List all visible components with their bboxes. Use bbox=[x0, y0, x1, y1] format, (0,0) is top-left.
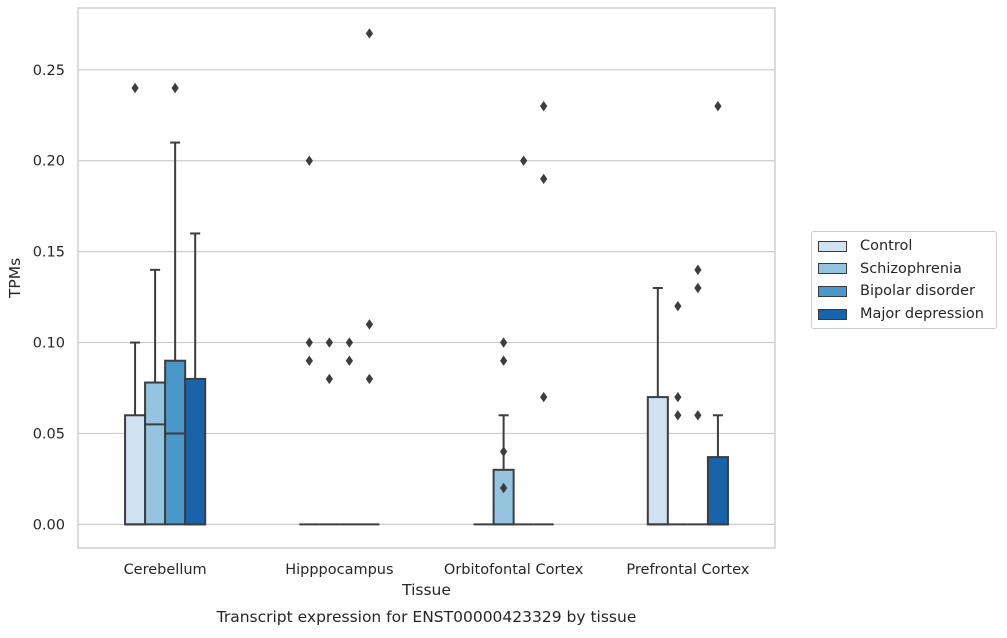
y-tick-label: 0.25 bbox=[33, 63, 65, 79]
box-orbitofontal-cortex-major-depression bbox=[533, 100, 554, 526]
plot-frame bbox=[77, 7, 776, 549]
legend-label-control: Control bbox=[860, 238, 913, 255]
x-tick-label: Cerebellum bbox=[124, 562, 207, 578]
legend-label-schizophrenia: Schizophrenia bbox=[860, 260, 962, 277]
box-hipppocampus-control bbox=[299, 155, 320, 526]
box-prefrontal-cortex-major-depression bbox=[706, 100, 729, 526]
outlier-point bbox=[325, 337, 333, 348]
box-body bbox=[184, 377, 207, 526]
legend-label-major-depression: Major depression bbox=[860, 306, 984, 323]
legend-item-schizophrenia: Schizophrenia bbox=[812, 258, 996, 281]
outlier-point bbox=[131, 82, 139, 94]
outlier-point bbox=[540, 391, 548, 403]
box-cerebellum-bipolar-disorder bbox=[164, 82, 187, 526]
outlier-point bbox=[325, 373, 333, 385]
legend-swatch-major-depression bbox=[818, 308, 847, 320]
outlier-point bbox=[674, 300, 682, 312]
outlier-point bbox=[540, 173, 548, 185]
legend-label-bipolar-disorder: Bipolar disorder bbox=[860, 283, 975, 300]
outlier-point bbox=[520, 155, 528, 166]
box-body bbox=[492, 468, 515, 526]
box-body bbox=[706, 456, 729, 526]
legend-swatch-schizophrenia bbox=[818, 263, 847, 275]
box-cerebellum-schizophrenia bbox=[144, 268, 167, 526]
box-body bbox=[124, 414, 147, 526]
y-axis-label: TPMs bbox=[6, 258, 24, 299]
box-orbitofontal-cortex-schizophrenia bbox=[492, 337, 515, 526]
outlier-point bbox=[674, 410, 682, 421]
outlier-point bbox=[305, 337, 313, 348]
y-tick-label: 0.10 bbox=[33, 336, 65, 352]
outlier-point bbox=[694, 410, 702, 421]
outlier-point bbox=[674, 391, 682, 403]
outlier-point bbox=[540, 100, 548, 112]
chart-subtitle: Transcript expression for ENST0000042332… bbox=[216, 608, 637, 626]
box-hipppocampus-schizophrenia bbox=[319, 337, 340, 526]
box-body bbox=[164, 359, 187, 526]
y-tick-label: 0.00 bbox=[33, 517, 65, 533]
outlier-point bbox=[500, 337, 508, 348]
outlier-point bbox=[365, 373, 374, 385]
outlier-point bbox=[714, 100, 722, 112]
outlier-point bbox=[694, 282, 702, 294]
outlier-point bbox=[305, 155, 313, 166]
box-orbitofontal-cortex-bipolar-disorder bbox=[513, 155, 534, 526]
x-tick-label: Hipppocampus bbox=[285, 562, 393, 578]
box-cerebellum-control bbox=[124, 82, 147, 526]
legend-item-major-depression: Major depression bbox=[812, 303, 996, 326]
x-tick-label: Prefrontal Cortex bbox=[626, 562, 749, 578]
box-prefrontal-cortex-control bbox=[646, 287, 669, 526]
outlier-point bbox=[365, 319, 374, 330]
legend: Control Schizophrenia Bipolar disorder M… bbox=[811, 231, 997, 330]
legend-item-control: Control bbox=[812, 235, 996, 258]
outlier-point bbox=[365, 28, 374, 39]
legend-swatch-bipolar-disorder bbox=[818, 285, 847, 297]
outlier-point bbox=[305, 355, 313, 366]
outlier-point bbox=[500, 446, 508, 457]
x-tick-label: Orbitofontal Cortex bbox=[444, 562, 584, 578]
outlier-point bbox=[694, 264, 702, 276]
box-hipppocampus-major-depression bbox=[359, 28, 380, 526]
box-cerebellum-major-depression bbox=[184, 232, 207, 526]
y-tick-label: 0.15 bbox=[33, 245, 65, 261]
x-axis-label: Tissue bbox=[401, 581, 451, 599]
box-prefrontal-cortex-bipolar-disorder bbox=[687, 264, 708, 526]
outlier-point bbox=[500, 355, 508, 366]
box-body bbox=[144, 381, 167, 526]
box-hipppocampus-bipolar-disorder bbox=[339, 337, 360, 526]
legend-swatch-control bbox=[818, 240, 847, 252]
outlier-point bbox=[171, 82, 179, 94]
outlier-point bbox=[500, 482, 508, 494]
legend-item-bipolar-disorder: Bipolar disorder bbox=[812, 280, 996, 303]
y-tick-label: 0.20 bbox=[33, 154, 65, 170]
y-tick-label: 0.05 bbox=[33, 426, 65, 442]
outlier-point bbox=[345, 337, 353, 348]
outlier-point bbox=[345, 355, 353, 366]
box-prefrontal-cortex-schizophrenia bbox=[667, 300, 688, 526]
box-body bbox=[646, 396, 669, 526]
